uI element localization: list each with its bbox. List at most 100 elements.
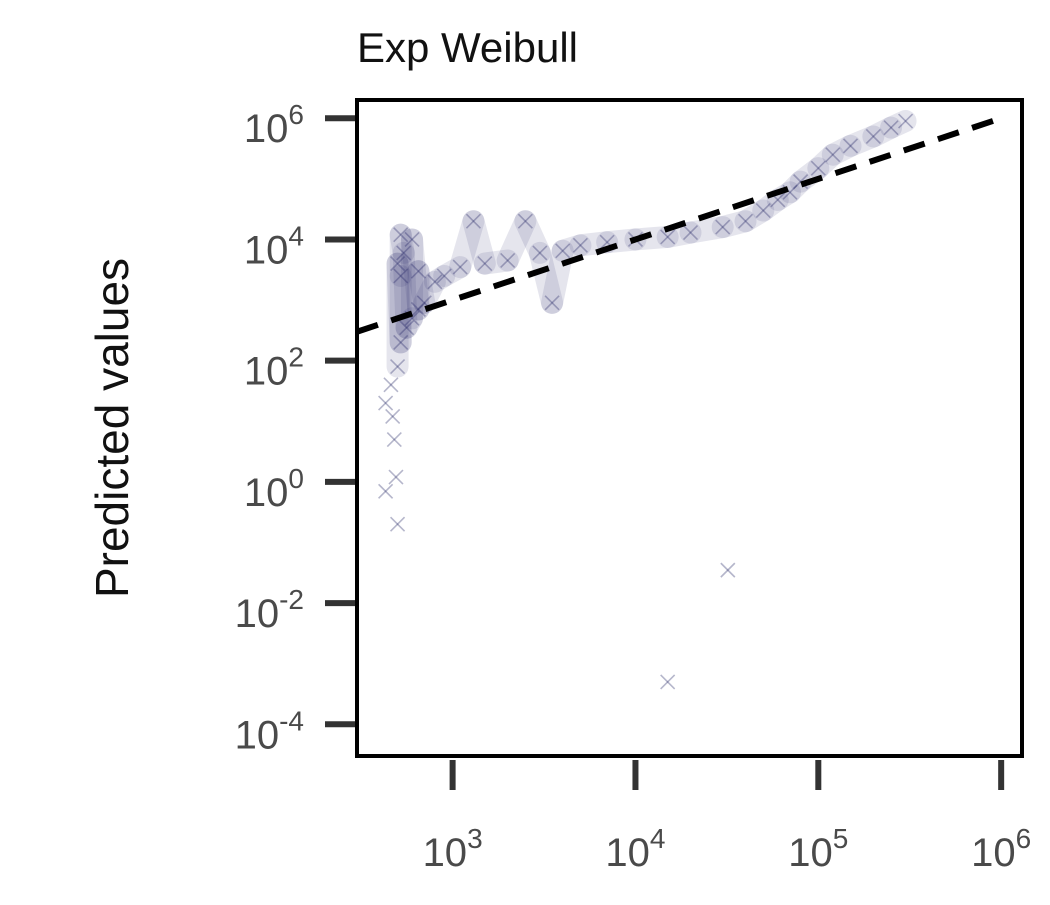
x-tick-label-0: 103 bbox=[423, 823, 483, 875]
density-segment bbox=[433, 256, 472, 287]
scatter-point bbox=[398, 320, 415, 336]
scatter-point bbox=[737, 213, 754, 229]
scatter-point bbox=[385, 408, 401, 425]
scatter-point bbox=[532, 245, 548, 261]
density-segment bbox=[734, 199, 775, 233]
scatter-point bbox=[452, 259, 468, 275]
scatter-point bbox=[660, 229, 676, 245]
scatter-point bbox=[842, 138, 859, 154]
x-axis-ticks: 103 104 105 106 bbox=[423, 760, 1031, 875]
density-segment bbox=[528, 241, 564, 314]
y-tick-label-4: 104 bbox=[244, 220, 304, 272]
density-segment bbox=[541, 239, 574, 314]
density-segment bbox=[839, 125, 885, 157]
chart-title: Exp Weibull bbox=[357, 24, 578, 71]
reference-line-group bbox=[356, 115, 1003, 335]
density-segment bbox=[423, 264, 456, 293]
x-tick-base-1: 10 bbox=[605, 831, 650, 875]
scatter-point bbox=[477, 256, 493, 272]
density-segment bbox=[407, 260, 436, 314]
density-segment bbox=[656, 221, 702, 248]
scatter-point bbox=[388, 469, 404, 485]
y-tick-exponent-3: 2 bbox=[288, 342, 304, 373]
y-tick-exponent-5: 6 bbox=[288, 99, 304, 130]
scatter-point bbox=[404, 231, 420, 248]
scatter-point bbox=[825, 147, 841, 163]
scatter-point bbox=[897, 113, 914, 129]
scatter-point bbox=[810, 160, 826, 176]
density-segment bbox=[711, 210, 757, 239]
scatter-point bbox=[393, 268, 409, 284]
scatter-point bbox=[720, 562, 736, 578]
scatter-points bbox=[378, 110, 917, 690]
scatter-point bbox=[386, 431, 402, 448]
density-segment bbox=[462, 210, 496, 275]
x-tick-base-2: 10 bbox=[788, 831, 833, 875]
scatter-point bbox=[378, 483, 394, 499]
density-segment bbox=[752, 188, 789, 222]
density-segment bbox=[389, 223, 415, 264]
x-tick-label-1: 104 bbox=[605, 823, 665, 875]
density-segment bbox=[789, 157, 830, 193]
x-tick-exponent-3: 6 bbox=[1016, 823, 1032, 854]
scatter-point bbox=[393, 334, 409, 350]
y-axis-label: Predicted values bbox=[86, 258, 138, 598]
scatter-point bbox=[389, 358, 406, 375]
scatter-point bbox=[715, 219, 731, 235]
x-tick-base-0: 10 bbox=[423, 831, 468, 875]
y-tick-label-0: 10-4 bbox=[235, 705, 304, 757]
y-tick-label-5: 106 bbox=[244, 99, 304, 151]
y-tick-base-1: 10 bbox=[235, 592, 280, 636]
y-tick-label-3: 102 bbox=[244, 342, 304, 394]
x-tick-exponent-1: 4 bbox=[650, 823, 666, 854]
y-tick-base-4: 10 bbox=[244, 228, 289, 272]
scatter-point bbox=[682, 224, 699, 241]
x-tick-base-3: 10 bbox=[971, 831, 1016, 875]
density-segment bbox=[473, 249, 519, 275]
scatter-point bbox=[517, 213, 533, 229]
density-segment bbox=[496, 210, 537, 272]
density-segment bbox=[413, 270, 446, 314]
density-segment bbox=[766, 181, 801, 211]
scatter-point bbox=[436, 268, 452, 284]
x-tick-label-2: 105 bbox=[788, 823, 848, 875]
density-segment bbox=[807, 143, 844, 180]
scatter-point bbox=[427, 274, 443, 290]
y-tick-label-1: 10-2 bbox=[235, 584, 304, 636]
density-segment bbox=[880, 110, 917, 139]
y-tick-exponent-4: 4 bbox=[288, 220, 304, 251]
scatter-point bbox=[389, 516, 406, 532]
y-tick-base-3: 10 bbox=[244, 350, 289, 394]
x-tick-exponent-2: 5 bbox=[833, 823, 849, 854]
x-tick-exponent-0: 3 bbox=[467, 823, 483, 854]
scatter-point bbox=[572, 237, 588, 253]
y-tick-exponent-2: 0 bbox=[288, 463, 304, 494]
scatter-point bbox=[883, 120, 899, 136]
density-segment bbox=[821, 134, 862, 166]
y-tick-base-0: 10 bbox=[235, 713, 280, 757]
scatter-point bbox=[755, 202, 771, 219]
scatter-point bbox=[865, 128, 881, 145]
scatter-point bbox=[410, 263, 426, 279]
y-tick-exponent-1: -2 bbox=[279, 584, 304, 615]
scatter-point bbox=[410, 301, 426, 318]
scatter-point bbox=[555, 243, 571, 259]
reference-line bbox=[356, 115, 1003, 335]
scatter-point bbox=[660, 674, 676, 690]
density-segment bbox=[514, 210, 551, 264]
scatter-point bbox=[465, 213, 482, 229]
y-tick-base-2: 10 bbox=[244, 471, 289, 515]
scatter-point bbox=[393, 227, 409, 243]
scatter-point bbox=[500, 252, 516, 269]
density-segment bbox=[395, 307, 424, 339]
scatter-point bbox=[389, 256, 406, 272]
density-segment bbox=[778, 170, 812, 204]
x-tick-label-3: 106 bbox=[971, 823, 1031, 875]
scatter-point bbox=[378, 395, 394, 411]
density-segment bbox=[449, 210, 485, 279]
scatter-density-band bbox=[386, 110, 917, 378]
density-segment bbox=[386, 252, 412, 354]
